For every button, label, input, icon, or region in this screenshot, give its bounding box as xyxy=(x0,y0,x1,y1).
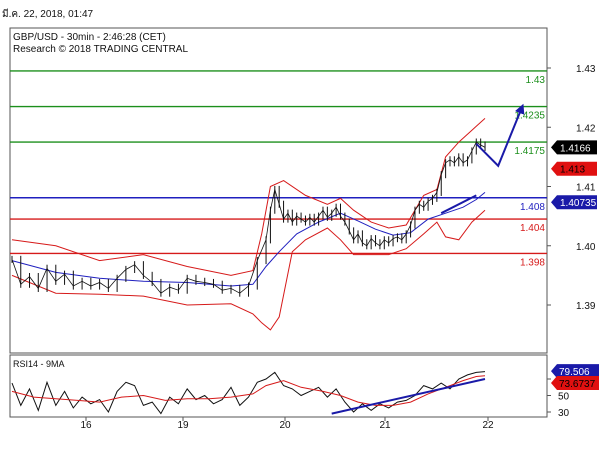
x-tick-label: 16 xyxy=(80,420,92,431)
level-label: 1.404 xyxy=(520,223,545,234)
price-tag xyxy=(551,140,597,155)
price-tag xyxy=(551,195,597,210)
rsi-chart-title: RSI14 - 9MA xyxy=(13,359,65,369)
y-tick-label: 1.39 xyxy=(576,301,596,312)
x-tick-label: 20 xyxy=(279,420,291,431)
price-tag-label: 1.40735 xyxy=(560,198,597,209)
level-label: 1.43 xyxy=(526,75,546,86)
level-label: 1.398 xyxy=(520,257,545,268)
rsi-trend-line xyxy=(331,378,486,415)
y-tick-label: 1.41 xyxy=(576,183,596,194)
level-label: 1.4235 xyxy=(514,111,545,122)
rsi-value-tag-label: 79.506 xyxy=(559,367,590,378)
price-tag-label: 1.4166 xyxy=(560,143,591,154)
x-tick-label: 21 xyxy=(379,420,391,431)
rsi-y-tick-label: 50 xyxy=(558,392,570,403)
price-panel-frame xyxy=(9,27,548,354)
price-plot: 1.43 1.42 1.41 1.40 1.39 1.43 1.4235 1.4175 1.40… xyxy=(10,64,597,331)
price-chart-title: GBP/USD - 30min - 2:46:28 (CET) xyxy=(13,32,166,43)
rsi-value-tag-label: 73.6737 xyxy=(559,379,596,390)
price-tag-label: 1.413 xyxy=(560,165,585,176)
rsi-line xyxy=(11,371,486,415)
level-label: 1.4175 xyxy=(514,146,545,157)
rsi-y-tick-label: 30 xyxy=(558,408,570,419)
x-axis: 16 19 20 21 22 xyxy=(80,420,494,431)
x-tick-label: 19 xyxy=(177,420,189,431)
rsi-value-tag xyxy=(551,375,599,390)
bollinger-upper-line xyxy=(11,118,486,276)
bollinger-lower-line xyxy=(11,209,486,331)
forecast-arrow xyxy=(475,103,525,168)
price-chart-subtitle: Research © 2018 TRADING CENTRAL xyxy=(13,44,188,55)
price-tag xyxy=(551,161,597,176)
rsi-panel-frame xyxy=(9,354,548,418)
level-label: 1.408 xyxy=(520,202,545,213)
rsi-ma-line xyxy=(11,375,486,406)
price-line xyxy=(11,141,486,294)
rsi-value-tag xyxy=(551,364,599,379)
y-tick-label: 1.42 xyxy=(576,123,596,134)
timestamp: มี.ค. 22, 2018, 01:47 xyxy=(2,9,94,20)
price-trend-line xyxy=(440,194,477,215)
y-tick-label: 1.43 xyxy=(576,64,596,75)
y-tick-label: 1.40 xyxy=(576,242,596,253)
x-tick-label: 22 xyxy=(482,420,494,431)
